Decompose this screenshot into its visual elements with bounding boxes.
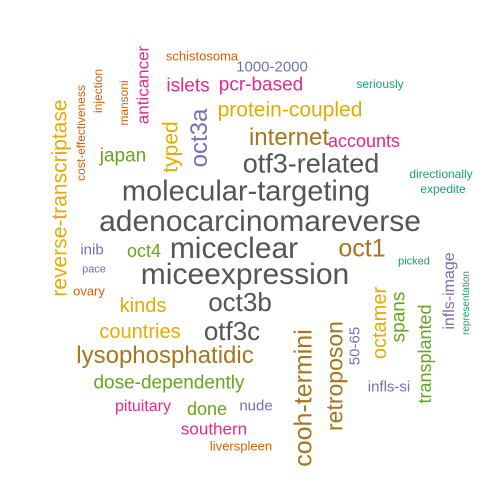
word-picked: picked bbox=[398, 255, 430, 268]
word-countries: countries bbox=[99, 321, 181, 343]
word-lysophosphatidic: lysophosphatidic bbox=[76, 342, 254, 369]
word-50-65: 50-65 bbox=[346, 326, 364, 366]
word-internet: internet bbox=[248, 124, 330, 151]
word-miceexpression: miceexpression bbox=[140, 258, 350, 291]
word-southern: southern bbox=[180, 419, 248, 439]
word-reverse-transcriptase: reverse-transcriptase bbox=[48, 99, 72, 297]
word-kinds: kinds bbox=[119, 295, 167, 317]
word-otf3c: otf3c bbox=[203, 316, 261, 346]
word-mansoni: mansoni bbox=[117, 80, 131, 126]
word-oct4: oct4 bbox=[126, 241, 162, 261]
word-ovary: ovary bbox=[73, 283, 105, 299]
word-oct3b: oct3b bbox=[208, 287, 272, 317]
word-1000-2000: 1000-2000 bbox=[236, 58, 308, 76]
word-representation: representation bbox=[461, 271, 472, 335]
word-accounts: accounts bbox=[327, 131, 401, 151]
word-nude: nude bbox=[239, 397, 273, 415]
word-typed: typed bbox=[159, 121, 183, 173]
word-expedite: expedite bbox=[420, 182, 466, 196]
word-cost-effectiveness: cost-effectiveness bbox=[74, 85, 88, 181]
word-schistosoma: schistosoma bbox=[165, 48, 239, 64]
word-octamer: octamer bbox=[369, 286, 391, 360]
word-pace: pace bbox=[82, 263, 106, 276]
word-spans: spans bbox=[388, 291, 410, 343]
word-infls-si: infls-si bbox=[367, 378, 411, 396]
word-otf3-related: otf3-related bbox=[242, 148, 380, 179]
word-molecular-targeting: molecular-targeting bbox=[121, 175, 371, 208]
word-liverspleen: liverspleen bbox=[209, 438, 273, 454]
word-seriously: seriously bbox=[356, 77, 404, 91]
word-protein-coupled: protein-coupled bbox=[217, 98, 363, 122]
word-done: done bbox=[186, 399, 228, 419]
word-oct3a: oct3a bbox=[186, 108, 213, 168]
word-islets: islets bbox=[166, 75, 210, 97]
word-adenocarcinomareverse: adenocarcinomareverse bbox=[99, 205, 421, 238]
word-pcr-based: pcr-based bbox=[218, 74, 304, 96]
word-retroposon: retroposon bbox=[321, 321, 348, 431]
word-anticancer: anticancer bbox=[133, 45, 153, 125]
word-inib: inib bbox=[80, 241, 104, 259]
word-japan: japan bbox=[99, 145, 147, 167]
word-cooh-termini: cooh-termini bbox=[289, 329, 318, 467]
word-oct1: oct1 bbox=[338, 234, 386, 263]
word-miceclear: miceclear bbox=[169, 232, 299, 265]
word-pituitary: pituitary bbox=[114, 398, 172, 415]
word-injection: injection bbox=[91, 68, 105, 114]
word-dose-dependently: dose-dependently bbox=[93, 372, 245, 394]
word-transplanted: transplanted bbox=[415, 304, 435, 404]
word-directionally: directionally bbox=[409, 167, 473, 181]
word-infls-image: infls-image bbox=[441, 252, 458, 330]
